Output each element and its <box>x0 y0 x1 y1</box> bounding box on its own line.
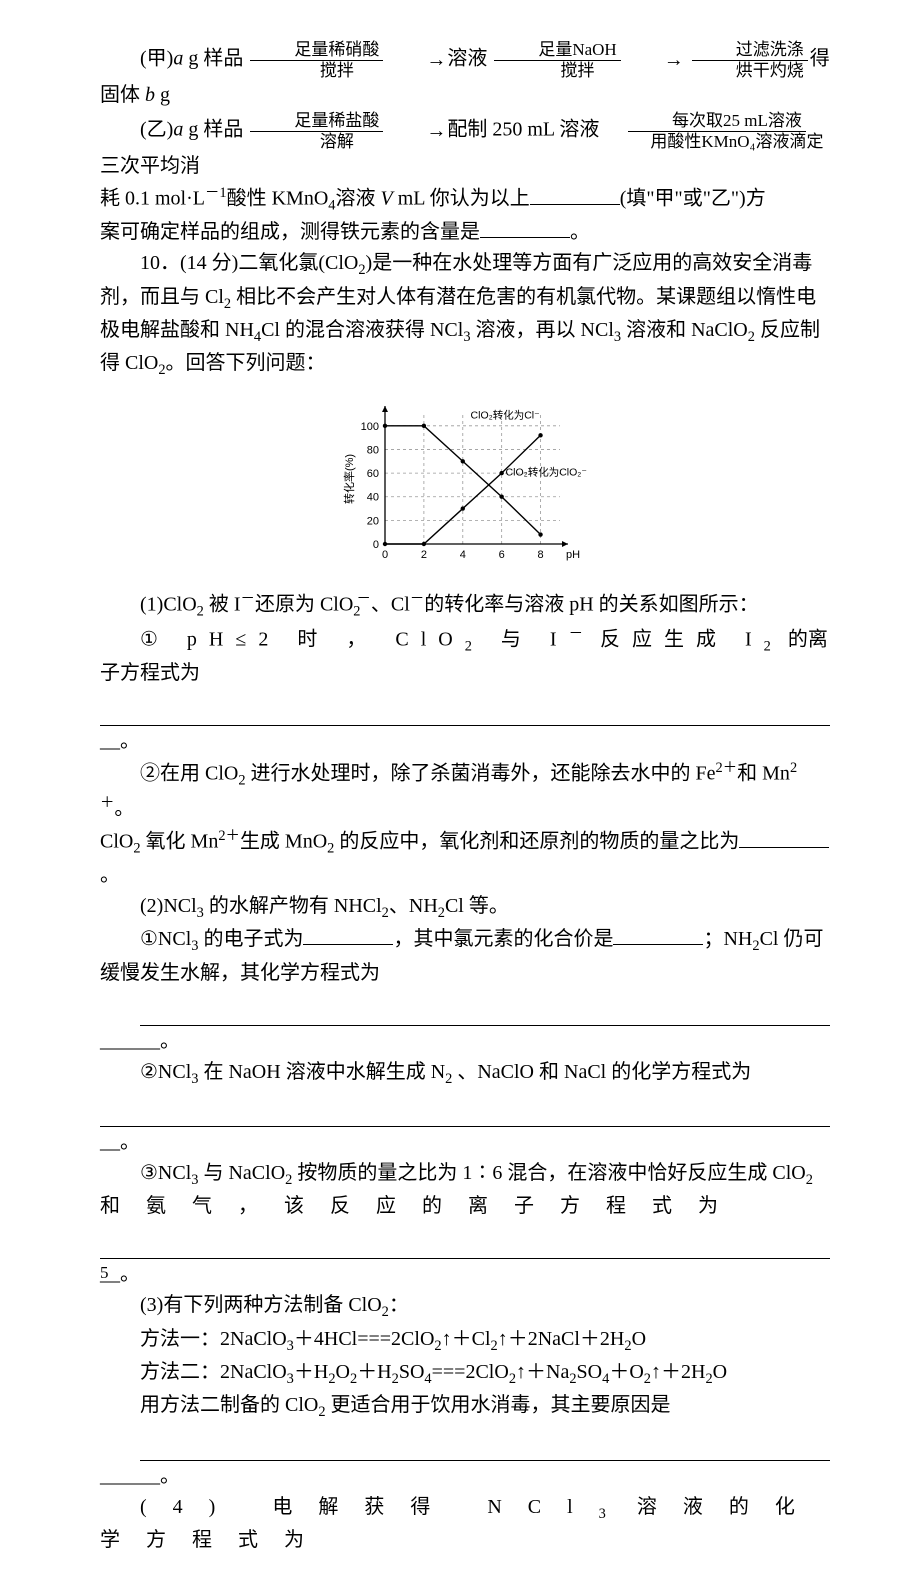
jia-line: (甲)a g 样品 足量稀硝酸搅拌 → 溶液 足量NaOH搅拌 → 过滤洗涤烘干… <box>100 40 830 111</box>
blank-line <box>100 695 830 726</box>
q2-3: ③NCl3 与 NaClO2 按物质的量之比为 1∶6 混合，在溶液中恰好反应生… <box>100 1158 830 1191</box>
svg-text:80: 80 <box>367 445 379 457</box>
q3-m2: 方法二：2NaClO3＋H2O2＋H2SO4===2ClO2↑＋Na2SO4＋O… <box>100 1357 830 1390</box>
yi-cont: 耗 0.1 mol·L－1酸性 KMnO4溶液 V mL 你认为以上(填"甲"或… <box>100 182 830 217</box>
svg-text:pH: pH <box>566 549 580 561</box>
blank-field <box>739 847 829 848</box>
svg-text:转化率(%): 转化率(%) <box>342 454 356 504</box>
arrow-icon: → <box>624 45 684 76</box>
q4: (4) 电解获得 NCl3 溶液的化学方程式为 <box>100 1492 830 1556</box>
q2-head: (2)NCl3 的水解产物有 NHCl2、NH2Cl 等。 <box>100 891 830 924</box>
jia-step1: 足量稀硝酸搅拌 → <box>248 40 447 80</box>
svg-text:8: 8 <box>537 549 543 561</box>
svg-text:ClO₂转化为Cl⁻: ClO₂转化为Cl⁻ <box>471 409 541 422</box>
blank-field <box>303 944 393 945</box>
blank-field <box>480 237 570 238</box>
arrow-icon: → <box>386 45 446 76</box>
q1-head: (1)ClO2 被 I－还原为 ClO2－、Cl－的转化率与溶液 pH 的关系如… <box>100 588 830 623</box>
conversion-chart: 0 20 40 60 80 100 0 2 4 6 8 ClO₂转化为Cl⁻ ClO₂转化为ClO₂⁻… <box>100 389 830 584</box>
q10-intro: 10．(14 分)二氧化氯(ClO2)是一种在水处理等方面有广泛应用的高效安全消… <box>100 248 830 281</box>
svg-text:4: 4 <box>460 549 466 561</box>
blank-field <box>530 204 620 205</box>
blank-line <box>100 1096 830 1127</box>
svg-text:0: 0 <box>382 549 388 561</box>
q2-2: ②NCl3 在 NaOH 溶液中水解生成 N2 、NaClO 和 NaCl 的化… <box>100 1057 830 1090</box>
yi-step2: 每次取25 mL溶液用酸性KMnO₄溶液滴定 <box>604 111 829 151</box>
arrow-icon: → <box>386 116 446 147</box>
blank-line <box>140 995 830 1026</box>
jia-pre: (甲) <box>140 48 173 70</box>
blank-line <box>140 1430 830 1461</box>
q3-m1: 方法一：2NaClO3＋4HCl===2ClO2↑＋Cl2↑＋2NaCl＋2H2… <box>100 1324 830 1357</box>
svg-text:6: 6 <box>499 549 505 561</box>
q3-head: (3)有下列两种方法制备 ClO2： <box>100 1290 830 1323</box>
q1-2: ②在用 ClO2 进行水处理时，除了杀菌消毒外，还能除去水中的 Fe2＋和 Mn… <box>100 757 830 825</box>
svg-text:0: 0 <box>373 539 379 551</box>
svg-text:ClO₂转化为ClO₂⁻: ClO₂转化为ClO₂⁻ <box>506 466 588 479</box>
yi-line: (乙)a g 样品 足量稀盐酸溶解 → 配制 250 mL 溶液 每次取25 m… <box>100 111 830 182</box>
page-number: 5 <box>100 1260 109 1286</box>
blank-line <box>100 1228 830 1259</box>
blank-field <box>613 944 703 945</box>
svg-text:100: 100 <box>361 421 379 433</box>
q1-1: ① pH≤2 时 ， ClO2 与 I－ 反应生成 I2 的离子方程式为 <box>100 623 830 689</box>
svg-text:60: 60 <box>367 469 379 481</box>
svg-text:40: 40 <box>367 492 379 504</box>
q2-1: ①NCl3 的电子式为，其中氯元素的化合价是；NH2Cl 仍可 <box>100 924 830 957</box>
q3-reason: 用方法二制备的 ClO2 更适合用于饮用水消毒，其主要原因是 <box>100 1390 830 1423</box>
svg-text:20: 20 <box>367 516 379 528</box>
yi-step1: 足量稀盐酸溶解 → <box>248 111 447 151</box>
svg-text:2: 2 <box>421 549 427 561</box>
jia-step2: 足量NaOH搅拌 → <box>492 40 684 80</box>
